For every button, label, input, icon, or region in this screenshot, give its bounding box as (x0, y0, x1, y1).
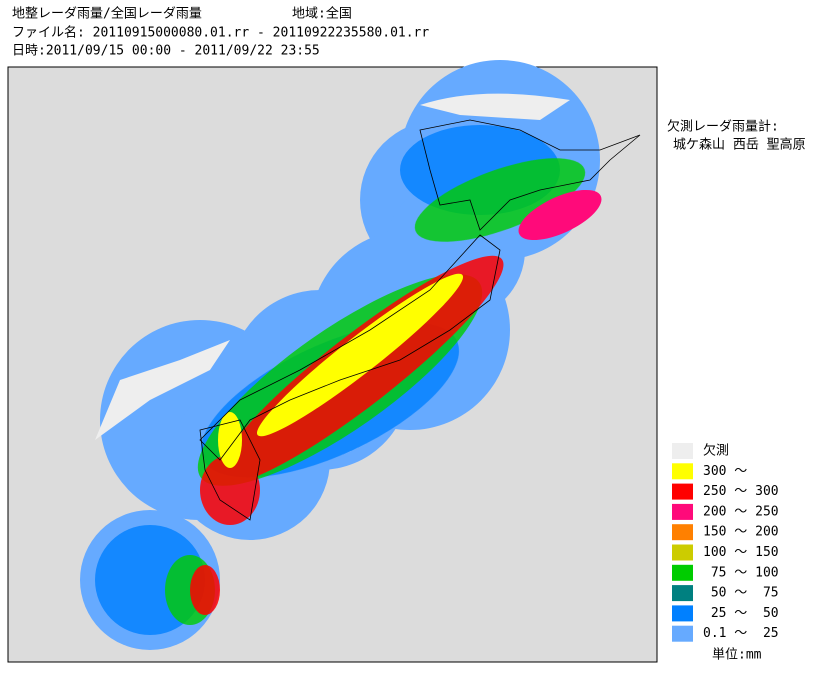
file-name: ファイル名: 20110915000080.01.rr - 2011092223… (12, 25, 429, 41)
legend-label: 250 ～ 300 (703, 484, 779, 499)
legend-label: 150 ～ 200 (703, 525, 779, 540)
legend-swatch (672, 625, 693, 642)
legend-label: 25 ～ 50 (703, 606, 779, 621)
missing-stations: 城ケ森山 西岳 聖高原 (673, 137, 806, 153)
legend-swatch (672, 585, 693, 602)
region: 地域:全国 (292, 6, 352, 22)
legend-label: 300 ～ (703, 464, 747, 479)
legend: 欠測 300 ～ 250 ～ 300 200 ～ 250 150 ～ 200 100 ～ … (672, 443, 779, 642)
legend-label: 75 ～ 100 (703, 565, 779, 580)
missing-label: 欠測レーダ雨量計: (667, 119, 779, 135)
legend-swatch (672, 503, 693, 520)
legend-swatch (672, 524, 693, 541)
legend-swatch (672, 605, 693, 622)
legend-swatch (672, 544, 693, 561)
legend-swatch (672, 564, 693, 581)
legend-swatch (672, 443, 693, 459)
map (7, 60, 658, 663)
legend-unit: 単位:mm (712, 647, 762, 663)
legend-label: 欠測 (703, 443, 729, 459)
legend-swatch (672, 483, 693, 500)
legend-label: 100 ～ 150 (703, 545, 779, 560)
legend-label: 50 ～ 75 (703, 586, 779, 601)
legend-swatch (672, 463, 693, 480)
legend-label: 0.1 ～ 25 (703, 626, 779, 641)
legend-label: 200 ～ 250 (703, 504, 779, 519)
title: 地整レーダ雨量/全国レーダ雨量 (12, 6, 202, 22)
period: 日時:2011/09/15 00:00 - 2011/09/22 23:55 (12, 44, 320, 59)
